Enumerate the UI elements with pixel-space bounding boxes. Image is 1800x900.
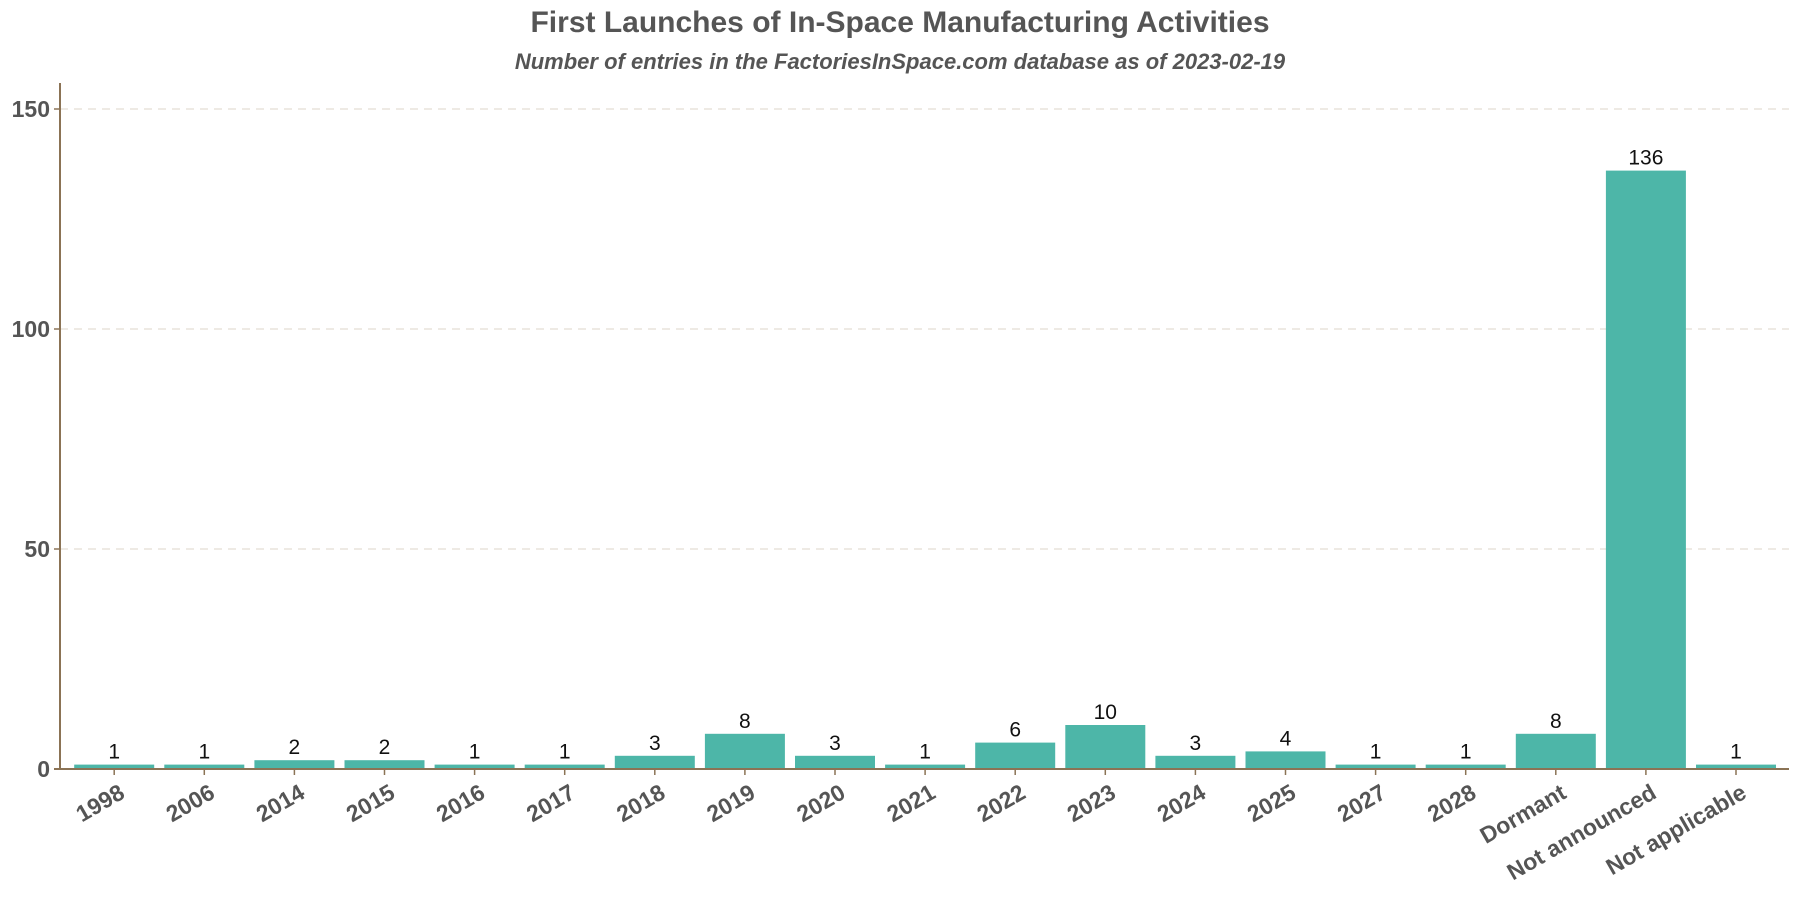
data-label: 8	[739, 710, 751, 733]
bar-2016	[434, 764, 515, 769]
y-tick-label: 50	[24, 536, 50, 562]
bar-2020	[795, 755, 875, 769]
x-tick-label: 2006	[161, 779, 218, 827]
data-label: 1	[198, 741, 210, 764]
data-label: 1	[1730, 741, 1742, 764]
x-tick-label: 2020	[792, 779, 849, 827]
x-tick-label: 2021	[882, 779, 939, 827]
bar-2027	[1335, 764, 1416, 769]
data-label: 1	[1370, 741, 1382, 764]
x-tick-label: Not announced	[1502, 779, 1660, 885]
x-tick-label: 2023	[1062, 779, 1119, 827]
x-tick-label: 2025	[1243, 779, 1300, 827]
axes	[54, 83, 1789, 775]
bar-2017	[524, 764, 605, 769]
y-tick-label: 100	[12, 316, 50, 342]
data-label: 1	[919, 741, 931, 764]
bar-2018	[614, 755, 695, 769]
x-tick-label: 2017	[522, 779, 579, 827]
data-label: 4	[1280, 727, 1292, 750]
chart-subtitle: Number of entries in the FactoriesInSpac…	[515, 49, 1286, 74]
data-label: 2	[289, 736, 301, 759]
x-tick-label: 2019	[702, 779, 759, 827]
x-tick-label: 2014	[252, 779, 309, 827]
data-label: 2	[379, 736, 391, 759]
bar-2025	[1245, 751, 1326, 769]
x-tick-label: 2027	[1333, 779, 1390, 827]
bar-2023	[1065, 725, 1146, 769]
y-tick-label: 150	[12, 96, 50, 122]
chart-title: First Launches of In-Space Manufacturing…	[530, 6, 1269, 39]
x-tick-label: 2022	[972, 779, 1029, 827]
x-tick-label: 1998	[71, 779, 128, 827]
bar-1998	[74, 764, 155, 769]
bar-dormant	[1515, 733, 1596, 769]
bar-2028	[1425, 764, 1506, 769]
data-label: 3	[1190, 732, 1202, 755]
data-label: 1	[469, 741, 481, 764]
bar-not-applicable	[1696, 764, 1776, 769]
data-label: 6	[1009, 719, 1021, 742]
x-tick-label: 2024	[1153, 779, 1210, 827]
data-label: 3	[649, 732, 661, 755]
bar-2019	[704, 733, 785, 769]
grid-lines	[60, 108, 1789, 550]
data-label: 3	[829, 732, 841, 755]
bar-2006	[164, 764, 245, 769]
data-label: 136	[1628, 147, 1663, 170]
bars	[74, 170, 1776, 770]
x-tick-label: 2016	[432, 779, 489, 827]
data-label: 1	[559, 741, 571, 764]
bar-2022	[975, 742, 1056, 769]
bar-2015	[344, 760, 425, 769]
x-tick-label: 2018	[612, 779, 669, 827]
data-label: 10	[1094, 701, 1117, 724]
bar-2024	[1155, 755, 1236, 769]
data-label: 8	[1550, 710, 1562, 733]
data-label: 1	[108, 741, 120, 764]
y-tick-label: 0	[37, 756, 50, 782]
x-tick-label: 2015	[342, 779, 399, 827]
bar-not-announced	[1605, 170, 1686, 770]
x-tick-label: 2028	[1423, 779, 1480, 827]
bar-2021	[885, 764, 966, 769]
bar-2014	[254, 760, 335, 769]
data-label: 1	[1460, 741, 1472, 764]
